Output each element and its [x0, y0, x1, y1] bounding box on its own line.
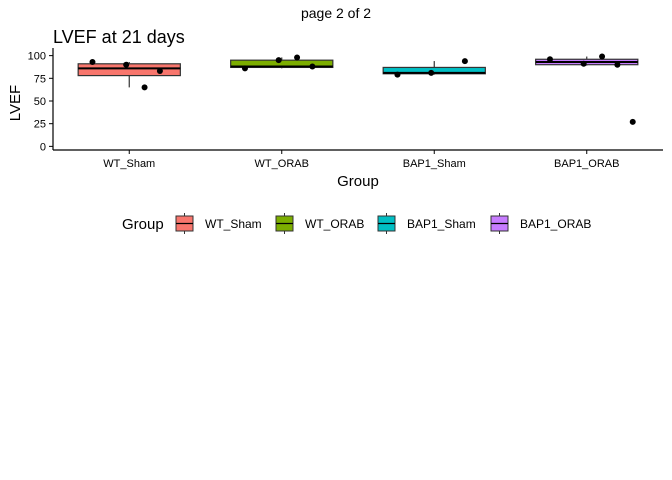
data-point	[241, 65, 248, 72]
data-point	[275, 57, 282, 64]
y-tick-label: 50	[34, 96, 46, 108]
legend-title: Group	[122, 216, 164, 233]
page-label: page 2 of 2	[301, 5, 371, 21]
y-tick-label: 75	[34, 73, 46, 85]
y-tick-label: 0	[40, 141, 46, 153]
x-tick-label: BAP1_ORAB	[554, 158, 619, 170]
data-point	[141, 84, 148, 91]
legend-label: WT_Sham	[205, 217, 262, 231]
plot-area: 0 25 50 75 100 WT_Sham WT_ORAB BAP1_Sham BAP1_OR…	[28, 48, 663, 170]
y-tick-label: 100	[28, 51, 46, 63]
x-tick-label: BAP1_Sham	[403, 158, 466, 170]
x-axis-label: Group	[337, 173, 379, 190]
data-point	[309, 63, 316, 70]
legend: Group WT_Sham WT_ORAB BAP1_Sham BAP1_ORAB	[122, 213, 591, 234]
data-point	[599, 53, 606, 60]
legend-label: BAP1_ORAB	[520, 217, 591, 231]
y-axis-label: LVEF	[7, 85, 24, 121]
data-point	[294, 54, 301, 61]
box	[77, 63, 181, 77]
legend-label: WT_ORAB	[305, 217, 364, 231]
x-tick-label: WT_ORAB	[255, 158, 309, 170]
data-point	[580, 60, 587, 67]
data-point	[546, 56, 553, 63]
y-tick-label: 25	[34, 119, 46, 131]
data-point	[394, 71, 401, 78]
data-point	[123, 61, 130, 68]
data-point	[629, 118, 636, 125]
chart-title: LVEF at 21 days	[53, 27, 185, 47]
data-point	[89, 58, 96, 65]
legend-label: BAP1_Sham	[407, 217, 476, 231]
data-point	[614, 61, 621, 68]
x-tick-label: WT_Sham	[103, 158, 155, 170]
data-point	[156, 68, 163, 75]
data-point	[461, 58, 468, 65]
data-point	[428, 69, 435, 76]
